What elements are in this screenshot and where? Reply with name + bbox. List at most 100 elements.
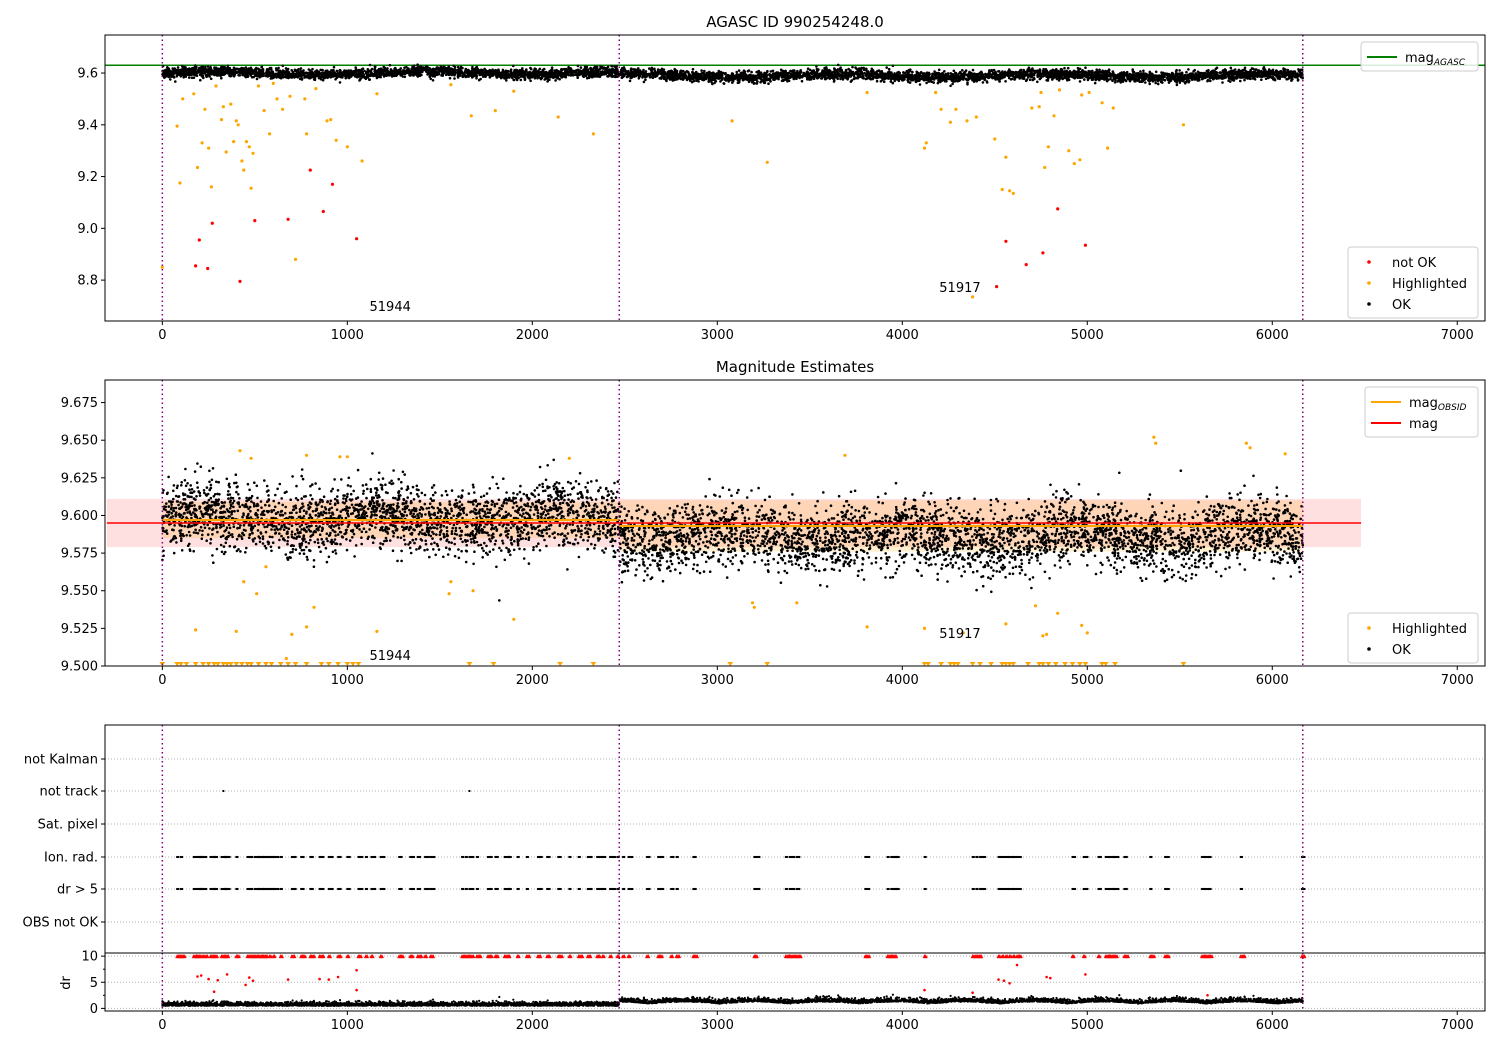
ok-point	[1091, 71, 1094, 74]
ok-point	[1200, 77, 1204, 81]
ok-point	[167, 68, 170, 72]
ok-point	[1178, 69, 1181, 72]
ok-point	[711, 82, 714, 86]
ok-point	[771, 69, 775, 73]
ok-point	[447, 65, 451, 68]
ok-point	[332, 65, 336, 69]
ok-point	[479, 68, 482, 72]
ok-point	[368, 78, 371, 81]
ok-point	[533, 67, 537, 70]
ok-point	[589, 66, 592, 70]
ok-point	[1257, 73, 1260, 76]
ok-point	[366, 76, 369, 79]
ok-point	[769, 80, 772, 83]
ok-point	[458, 68, 462, 71]
ok-point	[169, 72, 173, 75]
ok-point	[1239, 79, 1242, 83]
ok-point	[737, 69, 741, 72]
ok-point	[898, 77, 901, 81]
ok-point	[436, 66, 440, 70]
ok-point	[1111, 70, 1115, 73]
ok-point	[311, 67, 314, 71]
ok-point	[286, 72, 290, 76]
ok-point	[1030, 68, 1033, 72]
ok-point	[548, 78, 551, 82]
ok-point	[932, 81, 935, 84]
ok-point	[275, 69, 278, 72]
ok-point	[1183, 81, 1187, 85]
ok-point	[199, 78, 202, 82]
ok-point	[1167, 81, 1171, 84]
ok-point	[918, 83, 922, 86]
ok-point	[1154, 70, 1158, 74]
ok-point	[961, 69, 964, 72]
ok-point	[965, 78, 969, 82]
ok-point	[194, 64, 197, 67]
ok-point	[529, 79, 532, 83]
ok-point	[1229, 66, 1233, 70]
ok-point	[283, 75, 287, 79]
ok-point	[684, 71, 687, 74]
ok-point	[925, 81, 928, 85]
ok-point	[862, 66, 865, 70]
ok-point	[629, 76, 633, 80]
ok-point	[1108, 71, 1111, 75]
ok-point	[256, 74, 259, 78]
ok-point	[700, 69, 703, 72]
ok-point	[260, 65, 264, 69]
ok-point	[1034, 69, 1037, 73]
ok-point	[1121, 78, 1124, 81]
ok-point	[338, 81, 342, 84]
ok-point	[307, 76, 311, 80]
ok-point	[458, 74, 462, 77]
ok-point	[257, 69, 261, 72]
ok-point	[850, 72, 853, 76]
ok-point	[1212, 77, 1216, 80]
ok-point	[802, 71, 806, 75]
ok-point	[584, 74, 588, 78]
ok-point	[528, 70, 531, 74]
ok-point	[1004, 80, 1007, 83]
ok-point	[844, 69, 848, 73]
ok-point	[875, 79, 879, 83]
ok-point	[735, 70, 738, 74]
ok-point	[673, 67, 676, 71]
ok-point	[1254, 74, 1257, 78]
ok-point	[1175, 83, 1179, 87]
ok-point	[431, 79, 435, 82]
ok-point	[479, 77, 482, 81]
ok-point	[642, 80, 646, 84]
ok-point	[1187, 68, 1190, 71]
ok-point	[204, 65, 207, 69]
ok-point	[1142, 69, 1145, 73]
ok-point	[911, 70, 914, 74]
ok-point	[1120, 73, 1123, 77]
ok-point	[1092, 75, 1095, 79]
ok-point	[1282, 71, 1286, 75]
ok-point	[169, 75, 173, 78]
ok-point	[176, 66, 180, 69]
ok-point	[1243, 78, 1246, 82]
ok-point	[600, 66, 603, 69]
ok-point	[1148, 80, 1151, 83]
ok-point	[619, 72, 622, 76]
ok-point	[416, 63, 419, 66]
ok-point	[274, 67, 278, 70]
ok-point	[276, 74, 280, 78]
ok-point	[681, 69, 685, 73]
ok-point	[824, 75, 827, 79]
ok-point	[763, 71, 766, 75]
ok-point	[759, 80, 762, 84]
ok-point	[708, 72, 711, 76]
ok-point	[1283, 74, 1287, 78]
ok-point	[905, 69, 909, 73]
ok-point	[991, 76, 994, 80]
ok-point	[1144, 81, 1147, 84]
ok-point	[766, 69, 769, 73]
ok-point	[331, 71, 335, 75]
ok-point	[1161, 81, 1164, 84]
ok-point	[509, 68, 513, 71]
ok-point	[223, 65, 226, 69]
ok-point	[1001, 70, 1004, 73]
ok-point	[959, 71, 962, 75]
